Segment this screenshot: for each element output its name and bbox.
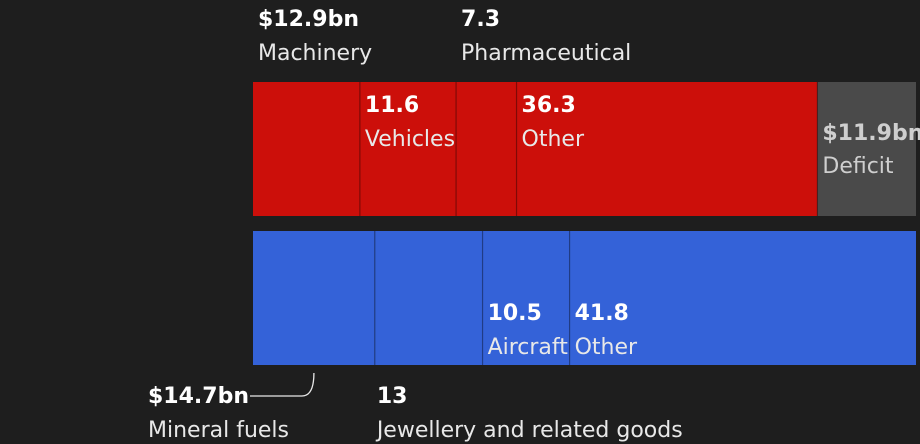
segment-name: Other bbox=[522, 127, 585, 152]
value-label: 13 bbox=[377, 384, 408, 409]
segment-name: Jewellery and related goods bbox=[375, 418, 683, 443]
value-label: 36.3 bbox=[522, 93, 576, 118]
value-label: $12.9bn bbox=[258, 7, 359, 32]
bar-segment bbox=[817, 82, 916, 216]
segment-name: Aircraft bbox=[488, 335, 569, 360]
bar-segment bbox=[456, 82, 517, 216]
segment-name: Deficit bbox=[822, 154, 894, 179]
value-label: $14.7bn bbox=[148, 384, 249, 409]
segment-name: Machinery bbox=[258, 41, 372, 66]
segment-name: Pharmaceutical bbox=[461, 41, 631, 66]
value-label: $11.9bn bbox=[822, 121, 920, 146]
bar-segment bbox=[359, 82, 457, 216]
leader-line bbox=[250, 372, 315, 397]
bar-segment bbox=[482, 231, 570, 365]
value-label: 41.8 bbox=[575, 301, 629, 326]
bar-segment bbox=[253, 231, 375, 365]
value-label: 7.3 bbox=[461, 7, 500, 32]
bar-segment bbox=[516, 82, 818, 216]
segment-name: Mineral fuels bbox=[148, 418, 289, 443]
bar-segment bbox=[569, 231, 916, 365]
segment-name: Vehicles bbox=[365, 127, 455, 152]
value-label: 11.6 bbox=[365, 93, 419, 118]
bar-segment bbox=[374, 231, 483, 365]
segment-name: Other bbox=[575, 335, 638, 360]
bar-segment bbox=[253, 82, 360, 216]
value-label: 10.5 bbox=[488, 301, 542, 326]
